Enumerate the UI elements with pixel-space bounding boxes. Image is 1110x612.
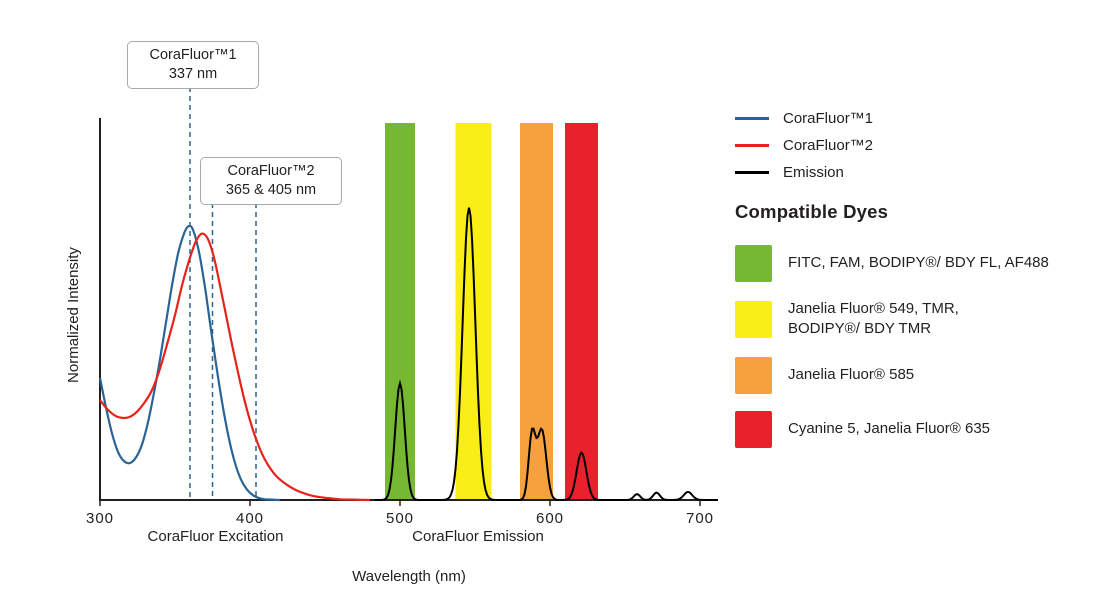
legend-line-swatch-red	[735, 144, 769, 147]
excitation-curve-2	[99, 232, 371, 502]
filter-band-green	[385, 123, 415, 500]
x-tick-label: 600	[536, 510, 564, 527]
emission-curve	[374, 207, 718, 501]
dye-item-orange: Janelia Fluor® 585	[735, 356, 1090, 394]
annotation-title: CoraFluor™2	[227, 163, 315, 179]
legend-item-emission: Emission	[735, 164, 1090, 181]
dye-swatch-orange	[735, 356, 772, 394]
dye-label: Cyanine 5, Janelia Fluor® 635	[788, 419, 991, 437]
dye-item-red: Cyanine 5, Janelia Fluor® 635	[735, 410, 1090, 448]
legend-line-swatch-black	[735, 171, 769, 174]
annotation-title: CoraFluor™1	[149, 47, 237, 63]
dye-label: Janelia Fluor® 549, TMR, BODIPY®/ BDY TM…	[788, 300, 959, 338]
spectra-chart: 300 400 500 600 700 CoraFluor Excitation CoraF…	[65, 87, 718, 585]
x-tick-label: 400	[236, 510, 264, 527]
legend-label: Emission	[783, 164, 844, 181]
dye-label: Janelia Fluor® 585	[788, 365, 915, 383]
dye-swatch-green	[735, 245, 772, 282]
chart-legend: CoraFluor™1 CoraFluor™2 Emission	[735, 110, 1090, 181]
compatible-dyes-heading: Compatible Dyes	[735, 201, 889, 222]
legend-label: CoraFluor™2	[783, 137, 874, 154]
annotation-wavelength: 337 nm	[168, 65, 218, 82]
x-tick-label: 300	[86, 510, 114, 527]
annotation-box-corafluor2: CoraFluor™2 365 & 405 nm	[200, 157, 342, 205]
legend-item-corafluor1: CoraFluor™1	[735, 110, 1090, 127]
dye-swatch-red	[735, 410, 772, 448]
y-axis-title: Normalized Intensity	[65, 247, 82, 383]
filter-band-yellow	[455, 123, 492, 500]
dye-swatch-yellow	[735, 300, 772, 338]
axis-section-label: CoraFluor Emission	[412, 528, 544, 545]
side-panel: CoraFluor™1 CoraFluor™2 Emission Compati…	[735, 110, 1090, 465]
filter-band-orange	[520, 123, 553, 500]
legend-line-swatch-blue	[735, 117, 769, 120]
excitation-curve-1	[98, 224, 281, 502]
dye-item-green: FITC, FAM, BODIPY®/ BDY FL, AF488	[735, 245, 1090, 282]
dye-item-yellow: Janelia Fluor® 549, TMR, BODIPY®/ BDY TM…	[735, 299, 1090, 340]
legend-label: CoraFluor™1	[783, 110, 874, 127]
legend-item-corafluor2: CoraFluor™2	[735, 137, 1090, 154]
annotation-box-corafluor1: CoraFluor™1 337 nm	[127, 41, 259, 89]
x-tick-label: 500	[386, 510, 414, 527]
x-axis-title: Wavelength (nm)	[352, 568, 466, 585]
x-tick-label: 700	[686, 510, 714, 527]
annotation-wavelength: 365 & 405 nm	[225, 181, 317, 198]
dye-label: FITC, FAM, BODIPY®/ BDY FL, AF488	[788, 254, 1049, 272]
filter-band-red	[565, 123, 598, 500]
axis-section-label: CoraFluor Excitation	[148, 528, 284, 545]
